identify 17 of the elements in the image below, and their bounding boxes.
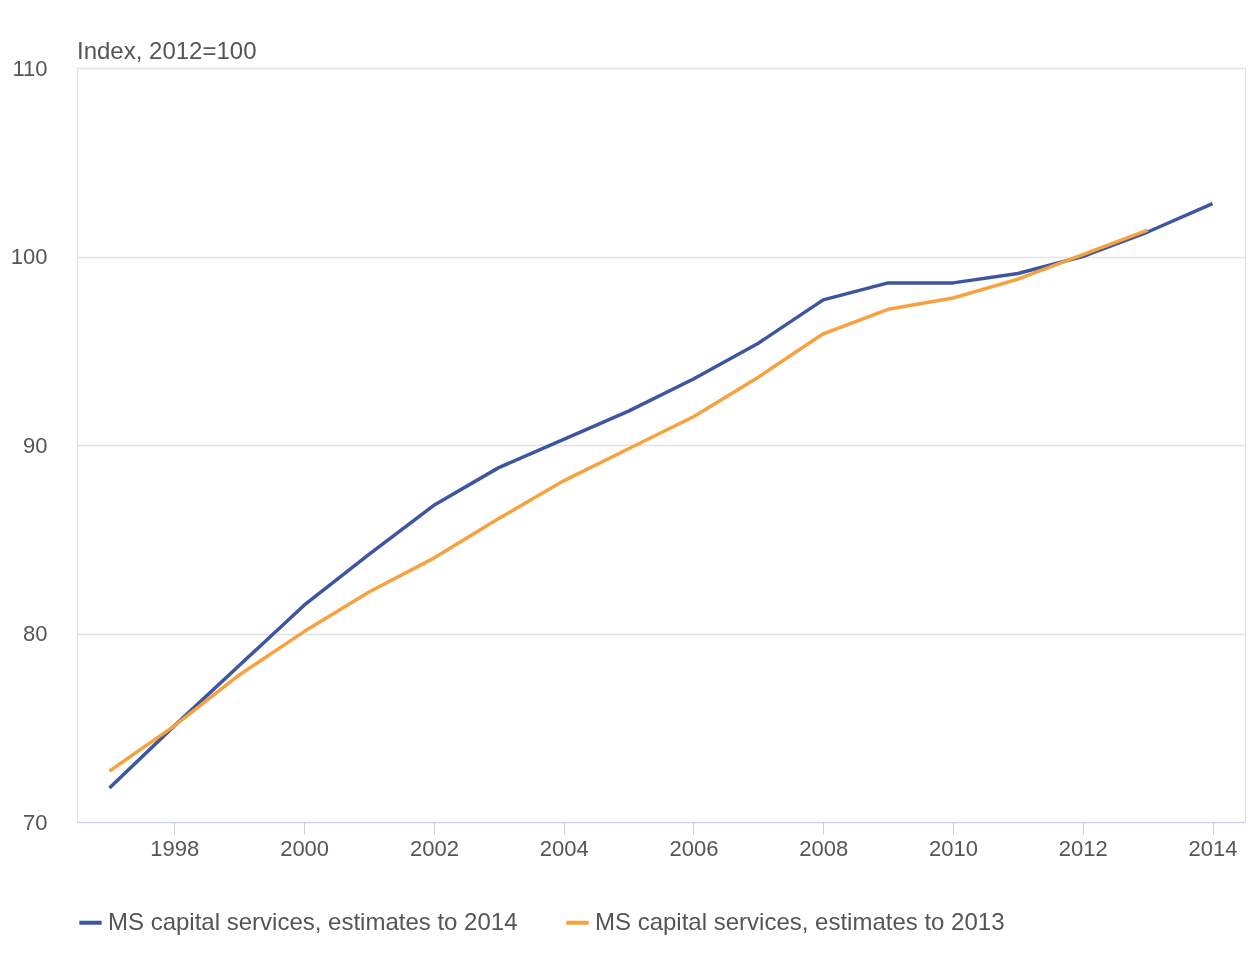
legend-label: MS capital services, estimates to 2014 [108,907,518,935]
x-tick-label: 2012 [1058,835,1108,861]
x-tick-label: 2006 [669,835,719,861]
y-tick-label: 100 [10,244,48,269]
y-tick-label: 110 [12,55,48,81]
x-tick-label: 2002 [409,835,459,861]
x-tick-label: 2000 [280,835,330,861]
legend-label: MS capital services, estimates to 2013 [595,907,1005,935]
x-tick-label: 2010 [929,835,978,861]
y-tick-label: 70 [23,809,48,835]
x-tick-label: 2014 [1188,835,1238,861]
y-axis-title: Index, 2012=100 [77,37,257,64]
x-tick-label: 2004 [539,835,589,861]
x-tick-label: 2008 [799,835,849,861]
y-tick-label: 80 [23,621,48,646]
y-tick-label: 90 [23,432,48,458]
x-tick-label: 1998 [150,835,200,861]
